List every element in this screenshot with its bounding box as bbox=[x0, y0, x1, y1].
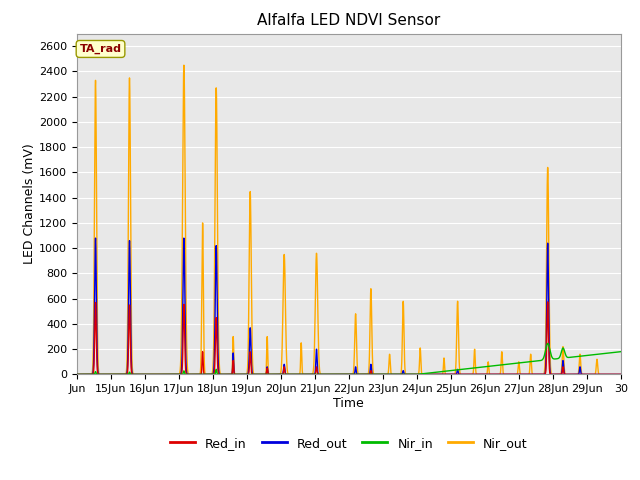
Red_out bbox=[73, 372, 81, 377]
Red_in bbox=[617, 372, 625, 377]
Red_in bbox=[172, 372, 179, 377]
Legend: Red_in, Red_out, Nir_in, Nir_out: Red_in, Red_out, Nir_in, Nir_out bbox=[165, 432, 532, 455]
Line: Nir_in: Nir_in bbox=[77, 343, 621, 374]
Red_in bbox=[427, 372, 435, 377]
Red_in bbox=[479, 372, 486, 377]
Title: Alfalfa LED NDVI Sensor: Alfalfa LED NDVI Sensor bbox=[257, 13, 440, 28]
Nir_in bbox=[544, 340, 552, 346]
Line: Red_out: Red_out bbox=[77, 238, 621, 374]
Red_out bbox=[427, 372, 435, 377]
Nir_out bbox=[180, 62, 188, 68]
X-axis label: Time: Time bbox=[333, 397, 364, 410]
Red_out bbox=[399, 368, 407, 373]
Nir_in bbox=[479, 364, 486, 370]
Red_out bbox=[520, 372, 528, 377]
Nir_in bbox=[172, 372, 179, 377]
Nir_in bbox=[399, 372, 407, 377]
Nir_out bbox=[617, 372, 625, 377]
Nir_in bbox=[73, 372, 81, 377]
Nir_out bbox=[427, 372, 435, 377]
Nir_out bbox=[73, 372, 81, 377]
Nir_out bbox=[172, 372, 179, 377]
Nir_in bbox=[281, 372, 289, 377]
Nir_in bbox=[617, 349, 625, 355]
Nir_in bbox=[520, 360, 528, 365]
Red_in bbox=[399, 372, 407, 377]
Line: Nir_out: Nir_out bbox=[77, 65, 621, 374]
Nir_out bbox=[520, 372, 528, 377]
Line: Red_in: Red_in bbox=[77, 302, 621, 374]
Nir_out bbox=[479, 372, 486, 377]
Red_in bbox=[520, 372, 528, 377]
Red_out bbox=[281, 365, 289, 371]
Red_in bbox=[281, 366, 289, 372]
Red_out bbox=[617, 372, 625, 377]
Y-axis label: LED Channels (mV): LED Channels (mV) bbox=[23, 144, 36, 264]
Text: TA_rad: TA_rad bbox=[79, 44, 122, 54]
Nir_out bbox=[281, 264, 289, 270]
Red_in bbox=[544, 299, 552, 305]
Red_in bbox=[73, 372, 81, 377]
Red_out bbox=[92, 235, 99, 241]
Red_out bbox=[479, 372, 486, 377]
Red_out bbox=[172, 372, 180, 377]
Nir_out bbox=[399, 299, 407, 304]
Nir_in bbox=[427, 370, 435, 376]
